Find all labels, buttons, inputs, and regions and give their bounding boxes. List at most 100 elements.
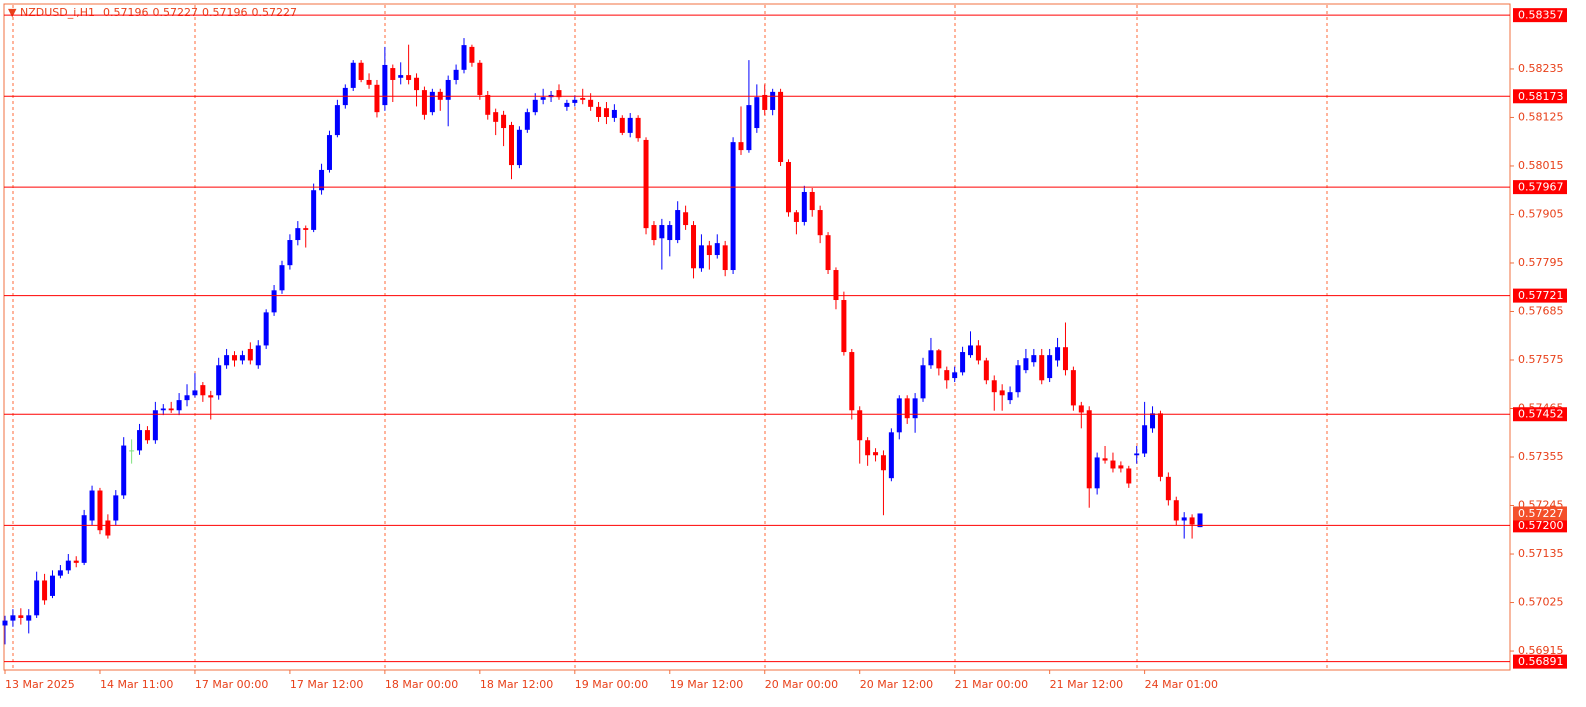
candle-body (144, 430, 150, 441)
candle-body (667, 225, 673, 241)
candle-body (580, 98, 586, 100)
y-tick-label: 0.57795 (1518, 256, 1564, 269)
candle-body (152, 410, 158, 441)
candle-body (334, 105, 340, 136)
candle-body (97, 490, 103, 531)
candle-body (596, 106, 602, 118)
candle-body (635, 117, 641, 139)
y-tick-label: 0.57575 (1518, 353, 1564, 366)
x-tick-label: 21 Mar 12:00 (1050, 678, 1123, 691)
candle-body (572, 99, 578, 103)
candle-body (184, 395, 190, 401)
candle-body (350, 62, 356, 88)
level-label: 0.58173 (1518, 90, 1564, 103)
y-tick-label: 0.58235 (1518, 62, 1564, 75)
candle-body (960, 352, 966, 373)
candle-body (326, 135, 332, 170)
level-label-box (1513, 407, 1567, 422)
candle-body (493, 112, 499, 122)
candle-body (706, 245, 712, 256)
candle-body (1070, 370, 1076, 406)
candle-body (801, 191, 807, 222)
candle-body (477, 62, 483, 95)
candle-body (303, 228, 309, 230)
candle-body (865, 440, 871, 456)
candle-body (57, 570, 63, 576)
candle-body (34, 580, 40, 616)
candle-body (232, 355, 238, 361)
candle-body (1189, 517, 1195, 525)
candle-body (1039, 355, 1045, 381)
candle-body (849, 352, 855, 411)
candle-body (406, 75, 412, 80)
candle-body (461, 45, 467, 70)
candle-body (904, 398, 910, 419)
y-tick-label: 0.58015 (1518, 159, 1564, 172)
candle-body (390, 68, 396, 80)
candle-body (983, 360, 989, 381)
candle-body (1023, 358, 1029, 371)
candle-body (1015, 365, 1021, 393)
current-price-box (1513, 506, 1567, 521)
candle-body (65, 560, 71, 571)
candle-body (770, 91, 776, 110)
candle-body (1126, 468, 1132, 484)
candle-body (691, 225, 697, 269)
header-low: 0.57196 (202, 6, 248, 19)
candle-body (49, 575, 55, 596)
candle-body (619, 117, 625, 133)
candle-body (627, 117, 633, 133)
candle-body (603, 108, 609, 118)
candle-body (968, 345, 974, 356)
candle-body (1062, 347, 1068, 371)
level-label-box (1513, 89, 1567, 104)
candle-body (255, 345, 261, 366)
candle-body (817, 210, 823, 236)
candle-body (540, 97, 546, 100)
candle-body (1102, 458, 1108, 461)
candle-body (936, 350, 942, 369)
candle-body (1110, 460, 1116, 469)
candle-body (952, 372, 958, 379)
candle-body (944, 370, 950, 381)
candle-body (1134, 453, 1140, 456)
level-label-box (1513, 180, 1567, 195)
candle-body (556, 90, 562, 98)
candle-body (508, 124, 514, 166)
x-tick-label: 13 Mar 2025 (5, 678, 75, 691)
candle-body (239, 355, 245, 361)
candle-body (746, 105, 752, 151)
candle-body (975, 345, 981, 361)
candle-body (809, 191, 815, 211)
header-high: 0.57227 (153, 6, 199, 19)
x-tick-label: 18 Mar 00:00 (385, 678, 458, 691)
level-label: 0.57967 (1518, 181, 1564, 194)
candle-body (366, 79, 372, 85)
y-tick-label: 0.58125 (1518, 110, 1564, 123)
candle-body (841, 300, 847, 353)
candle-body (928, 350, 934, 366)
candle-body (113, 495, 119, 521)
candle-body (10, 615, 16, 621)
candle-body (1118, 465, 1124, 469)
candle-body (1031, 355, 1037, 363)
candle-body (168, 408, 174, 411)
candle-body (778, 91, 784, 162)
candle-body (247, 348, 253, 361)
candle-body (730, 142, 736, 271)
candle-body (722, 245, 728, 271)
y-tick-label: 0.57025 (1518, 596, 1564, 609)
candle-body (516, 129, 522, 166)
candle-body (469, 46, 475, 63)
candle-body (1165, 476, 1171, 501)
period-separators (12, 5, 1328, 670)
x-tick-label: 24 Mar 01:00 (1145, 678, 1218, 691)
candle-body (73, 560, 79, 563)
level-label-box (1513, 288, 1567, 303)
candle-body (1197, 513, 1203, 528)
candle-body (216, 365, 222, 396)
candle-body (311, 190, 317, 230)
candle-body (374, 84, 380, 113)
candle-body (1047, 355, 1053, 379)
candle-body (683, 212, 689, 226)
